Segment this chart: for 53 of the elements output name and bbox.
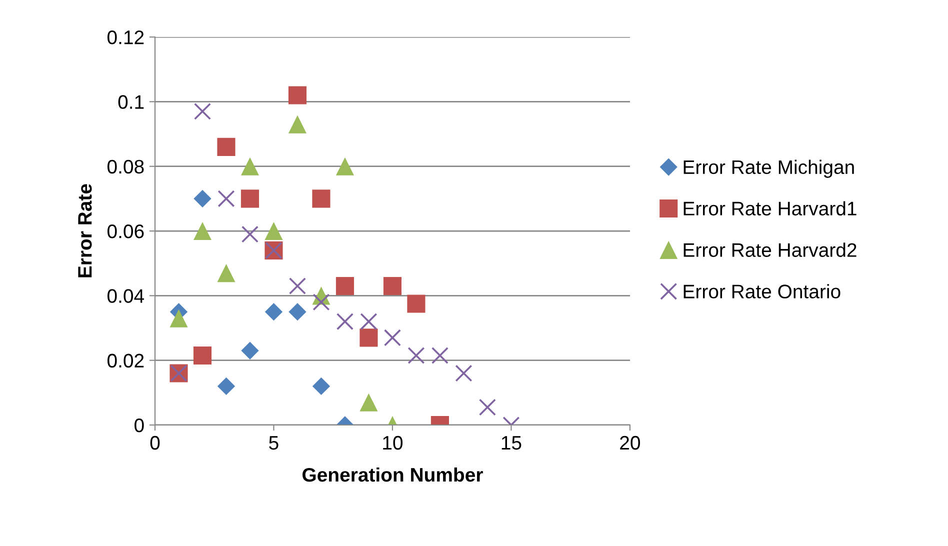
point	[240, 190, 260, 208]
x-axis-title: Generation Number	[302, 467, 483, 482]
legend-label: Error Rate Harvard1	[684, 201, 856, 216]
x-tick-label: 5	[269, 436, 278, 450]
point	[312, 294, 330, 311]
point	[384, 329, 402, 346]
point	[288, 303, 306, 321]
point	[218, 190, 235, 208]
point	[408, 346, 425, 364]
y-tick-label: 0.06	[108, 224, 144, 238]
point	[383, 276, 402, 296]
point	[407, 294, 426, 313]
x-tick-label: 15	[502, 436, 522, 450]
point	[241, 342, 259, 360]
y-tick-label: 0.1	[118, 95, 144, 109]
point	[194, 190, 212, 208]
point	[288, 115, 307, 134]
point	[193, 346, 212, 365]
point	[240, 157, 260, 176]
point	[360, 328, 378, 347]
point	[336, 276, 354, 296]
point	[217, 138, 236, 156]
point	[264, 222, 283, 240]
point	[264, 303, 283, 321]
y-tick-label: 0.04	[108, 289, 144, 303]
x-tick-label: 20	[620, 436, 640, 450]
point	[478, 398, 496, 416]
y-tick-label: 0	[134, 418, 144, 432]
y-axis-title: Error Rate	[78, 184, 92, 278]
point	[336, 157, 354, 176]
point	[312, 377, 330, 396]
y-tick-label: 0.08	[108, 160, 144, 174]
point	[336, 313, 354, 330]
point	[360, 393, 378, 412]
point	[288, 277, 306, 295]
point	[312, 190, 330, 208]
point	[217, 264, 236, 282]
legend-label: Error Rate Ontario	[684, 284, 840, 298]
y-tick-label: 0.12	[108, 30, 144, 44]
point	[455, 364, 472, 382]
point	[170, 309, 188, 328]
point	[241, 226, 259, 243]
point	[360, 313, 378, 330]
point	[431, 346, 449, 364]
y-tick-label: 0.02	[108, 354, 144, 368]
x-tick-label: 10	[383, 436, 403, 450]
x-tick-label: 0	[150, 436, 160, 450]
legend-label: Error Rate Harvard2	[684, 242, 856, 257]
point	[217, 377, 236, 396]
point	[193, 222, 212, 240]
point	[194, 102, 212, 120]
point	[288, 86, 307, 104]
legend-label: Error Rate Michigan	[684, 160, 854, 178]
